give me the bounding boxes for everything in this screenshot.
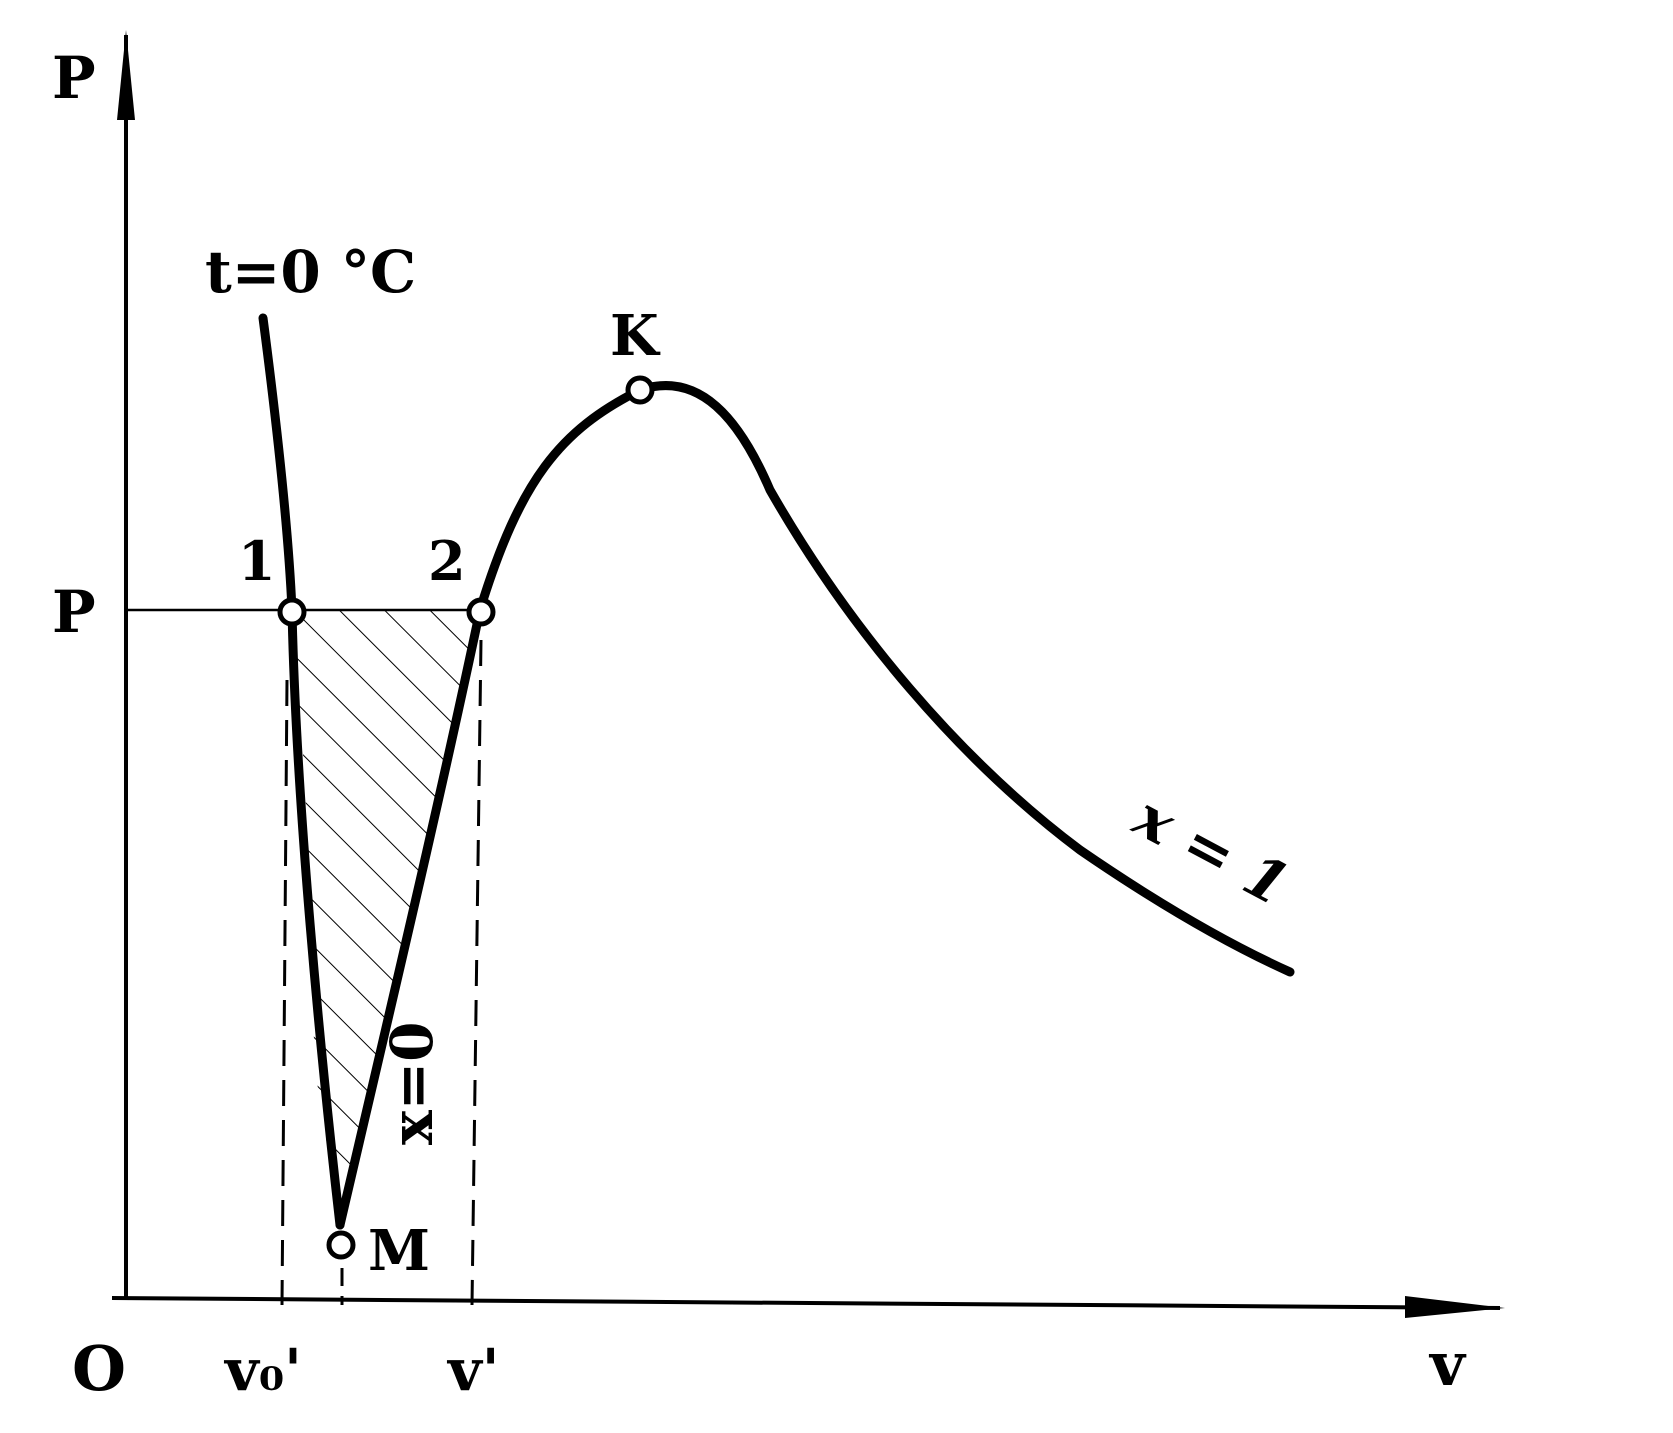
p-axis-label: P: [52, 44, 96, 112]
point-1-label: 1: [238, 529, 276, 593]
x0-curve-label: x=0: [378, 1021, 446, 1145]
isotherm-curve: [258, 313, 345, 1230]
v0-prime-label: v₀': [223, 1336, 302, 1404]
v-axis: [111, 1296, 1505, 1318]
p-level-label: P: [52, 578, 96, 646]
point-1-marker: [277, 597, 307, 627]
point-k-label: K: [610, 303, 661, 369]
x1-curve: [635, 381, 1295, 977]
p-axis: [117, 30, 135, 1298]
point-2-marker: [466, 597, 496, 627]
point-k-marker: [625, 375, 655, 405]
point-m-label: M: [368, 1218, 430, 1284]
point-m-marker: [326, 1230, 356, 1260]
v0-prime-dashed-line: [280, 679, 289, 1306]
point-2-label: 2: [428, 529, 466, 593]
origin-label: O: [72, 1332, 126, 1405]
v-prime-dashed-line: [470, 639, 483, 1306]
isotherm-label: t=0 °C: [205, 238, 416, 306]
v-axis-label: v: [1428, 1330, 1467, 1400]
v-prime-label: v': [446, 1336, 499, 1404]
x0-curve: [335, 385, 645, 1230]
